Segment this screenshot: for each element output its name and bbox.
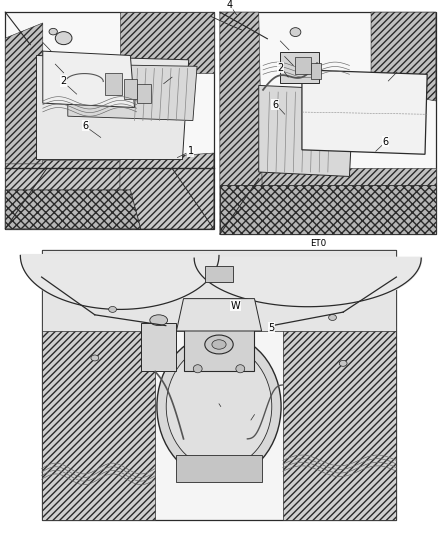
Polygon shape (220, 12, 436, 234)
Ellipse shape (290, 28, 301, 37)
Polygon shape (36, 55, 189, 159)
Ellipse shape (55, 31, 72, 45)
Text: 4: 4 (226, 0, 233, 10)
Polygon shape (283, 326, 396, 520)
Ellipse shape (91, 355, 99, 361)
Polygon shape (42, 250, 396, 520)
Bar (137, 84, 151, 103)
Ellipse shape (166, 345, 272, 469)
Ellipse shape (49, 28, 57, 35)
Text: 5: 5 (268, 323, 275, 333)
Text: 1: 1 (187, 146, 194, 156)
Ellipse shape (339, 360, 347, 366)
Polygon shape (302, 70, 427, 154)
Polygon shape (42, 326, 155, 520)
Ellipse shape (157, 334, 281, 479)
Polygon shape (220, 12, 263, 234)
Polygon shape (259, 85, 354, 176)
Polygon shape (5, 23, 43, 164)
Bar (105, 73, 122, 94)
Polygon shape (43, 51, 134, 108)
Polygon shape (120, 153, 214, 229)
Text: 2: 2 (60, 76, 67, 86)
Ellipse shape (328, 314, 336, 320)
Text: 6: 6 (272, 100, 278, 110)
Polygon shape (5, 12, 214, 229)
Bar (141, 323, 177, 372)
Polygon shape (5, 159, 134, 229)
Bar (280, 52, 319, 83)
Polygon shape (177, 298, 261, 331)
Polygon shape (220, 167, 436, 234)
Ellipse shape (150, 315, 168, 326)
Bar (205, 266, 233, 282)
Ellipse shape (193, 365, 202, 373)
Polygon shape (220, 185, 436, 234)
Bar (177, 455, 261, 482)
Polygon shape (120, 12, 214, 73)
Ellipse shape (212, 340, 226, 349)
Polygon shape (371, 12, 436, 101)
Ellipse shape (236, 365, 245, 373)
Bar (296, 56, 311, 74)
Bar (311, 63, 321, 79)
Polygon shape (42, 250, 396, 331)
Bar (124, 79, 137, 99)
Bar (184, 312, 254, 372)
Text: W: W (231, 301, 240, 311)
Polygon shape (5, 190, 141, 229)
Text: 6: 6 (382, 136, 389, 147)
Text: 2: 2 (277, 63, 283, 72)
Text: 6: 6 (82, 121, 88, 131)
Text: ETO: ETO (310, 239, 326, 248)
Ellipse shape (109, 306, 117, 312)
Ellipse shape (205, 335, 233, 354)
Polygon shape (68, 64, 197, 120)
